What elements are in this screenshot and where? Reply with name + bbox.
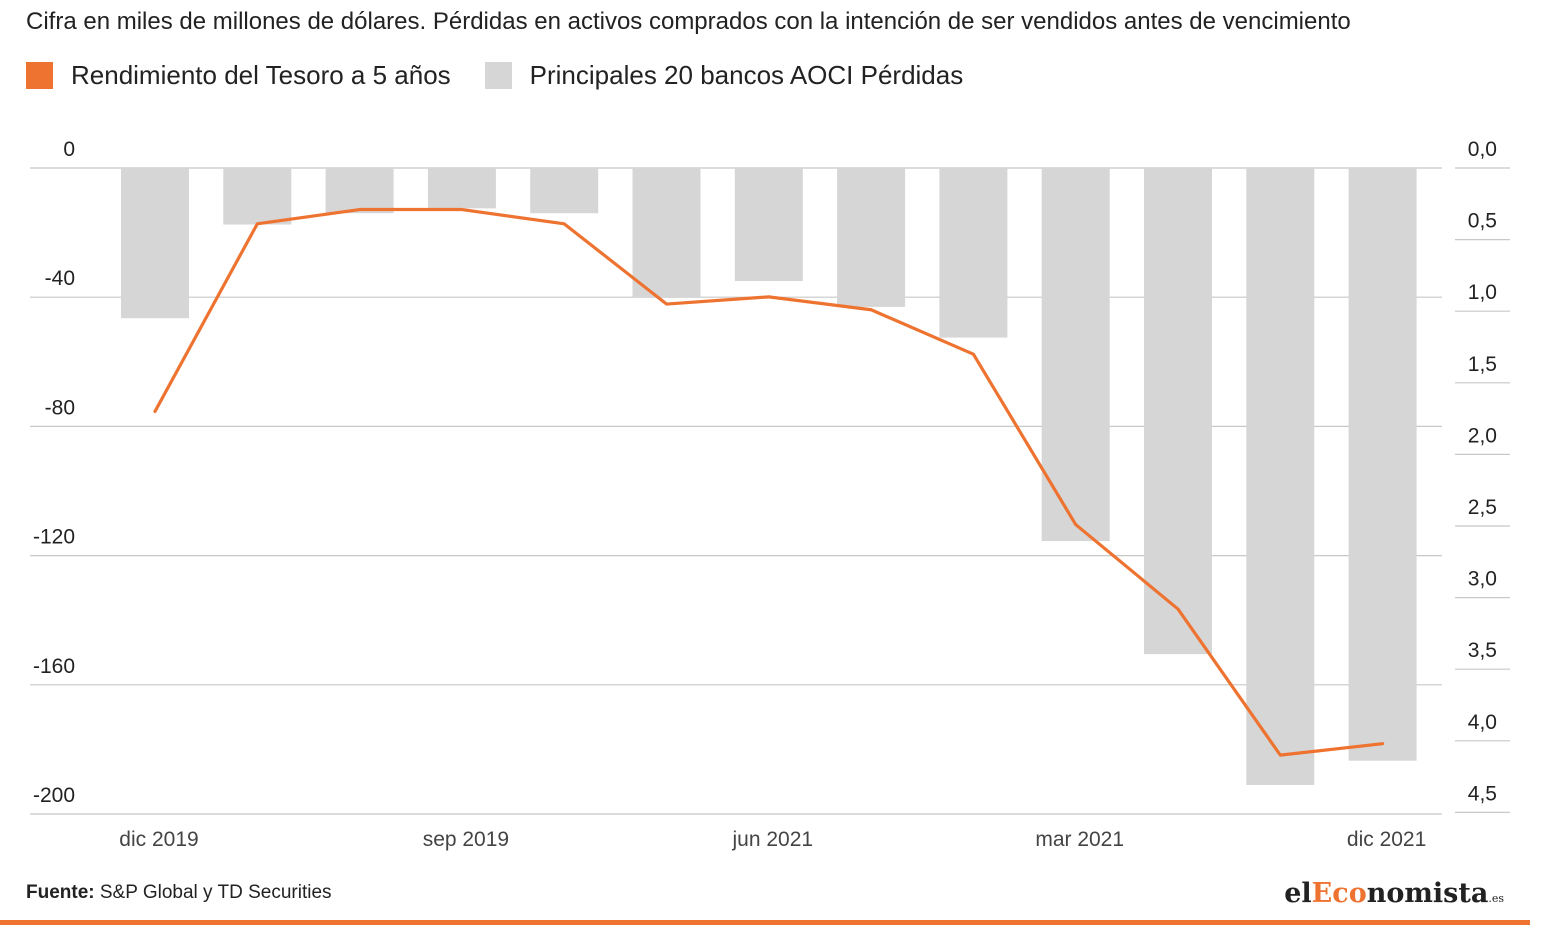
y-right-tick-label: 0,5 [1468, 210, 1497, 233]
source-label: Fuente: [26, 882, 95, 903]
logo-suffix: nomista [1366, 878, 1489, 909]
bar-aoci-loss [530, 168, 599, 214]
bar-aoci-loss [734, 168, 803, 282]
x-tick-label: sep 2019 [423, 828, 509, 851]
bar-aoci-loss [939, 168, 1008, 338]
y-right-tick-label: 3,5 [1468, 639, 1497, 662]
y-left-tick-label: -80 [45, 396, 75, 419]
bar-aoci-loss [325, 168, 394, 214]
y-left-tick-label: -200 [33, 784, 75, 807]
x-tick-label: jun 2021 [732, 828, 814, 851]
y-left-tick-label: -160 [33, 655, 75, 678]
y-right-tick-label: 2,0 [1468, 424, 1497, 447]
bar-aoci-loss [632, 168, 701, 298]
logo-prefix: el [1284, 878, 1312, 909]
y-left-tick-label: 0 [63, 138, 75, 161]
bar-aoci-loss [121, 168, 189, 319]
y-right-tick-label: 0,0 [1468, 138, 1497, 161]
source-note: Fuente: S&P Global y TD Securities [26, 882, 332, 904]
y-right-tick-label: 4,5 [1468, 782, 1497, 805]
legend-item-aoci-losses: Principales 20 bancos AOCI Pérdidas [484, 60, 964, 91]
legend-item-treasury-yield: Rendimiento del Tesoro a 5 años [26, 60, 451, 91]
legend-swatch-gray [484, 62, 512, 89]
bar-aoci-loss [837, 168, 906, 307]
bottom-accent-bar [0, 920, 1530, 925]
bar-aoci-loss [427, 168, 496, 209]
legend-swatch-orange [26, 62, 53, 89]
y-right-tick-label: 1,0 [1468, 281, 1497, 304]
chart-subtitle: Cifra en miles de millones de dólares. P… [26, 8, 1351, 35]
chart-legend: Rendimiento del Tesoro a 5 años Principa… [26, 60, 997, 91]
legend-label-aoci-losses: Principales 20 bancos AOCI Pérdidas [529, 60, 964, 90]
logo-tld: .es [1488, 892, 1504, 905]
source-text: S&P Global y TD Securities [94, 882, 332, 903]
y-left-tick-label: -40 [45, 267, 75, 290]
bar-aoci-loss [1348, 168, 1417, 761]
x-tick-label: dic 2021 [1347, 828, 1426, 851]
legend-label-treasury-yield: Rendimiento del Tesoro a 5 años [71, 60, 451, 90]
bar-aoci-loss [1144, 168, 1212, 655]
bar-aoci-loss [223, 168, 292, 225]
y-right-tick-label: 1,5 [1468, 353, 1497, 376]
chart-area: 0 -40 -80 -120 -160 -200 0,0 0,5 1,0 1,5 2,0 2,5 3,0… [30, 138, 1510, 851]
x-tick-label: mar 2021 [1035, 828, 1124, 851]
y-right-tick-label: 3,0 [1468, 568, 1497, 591]
y-right-tick-label: 2,5 [1468, 496, 1497, 519]
line-treasury-yield [153, 207, 1385, 757]
bar-aoci-loss [1041, 168, 1110, 542]
x-tick-label: dic 2019 [119, 828, 198, 851]
bar-aoci-loss [1246, 168, 1315, 785]
y-right-tick-label: 4,0 [1468, 711, 1497, 734]
logo-accent: Eco [1311, 878, 1367, 909]
y-left-tick-label: -120 [33, 526, 75, 549]
eleconomista-logo: elEconomista.es [1284, 878, 1504, 909]
